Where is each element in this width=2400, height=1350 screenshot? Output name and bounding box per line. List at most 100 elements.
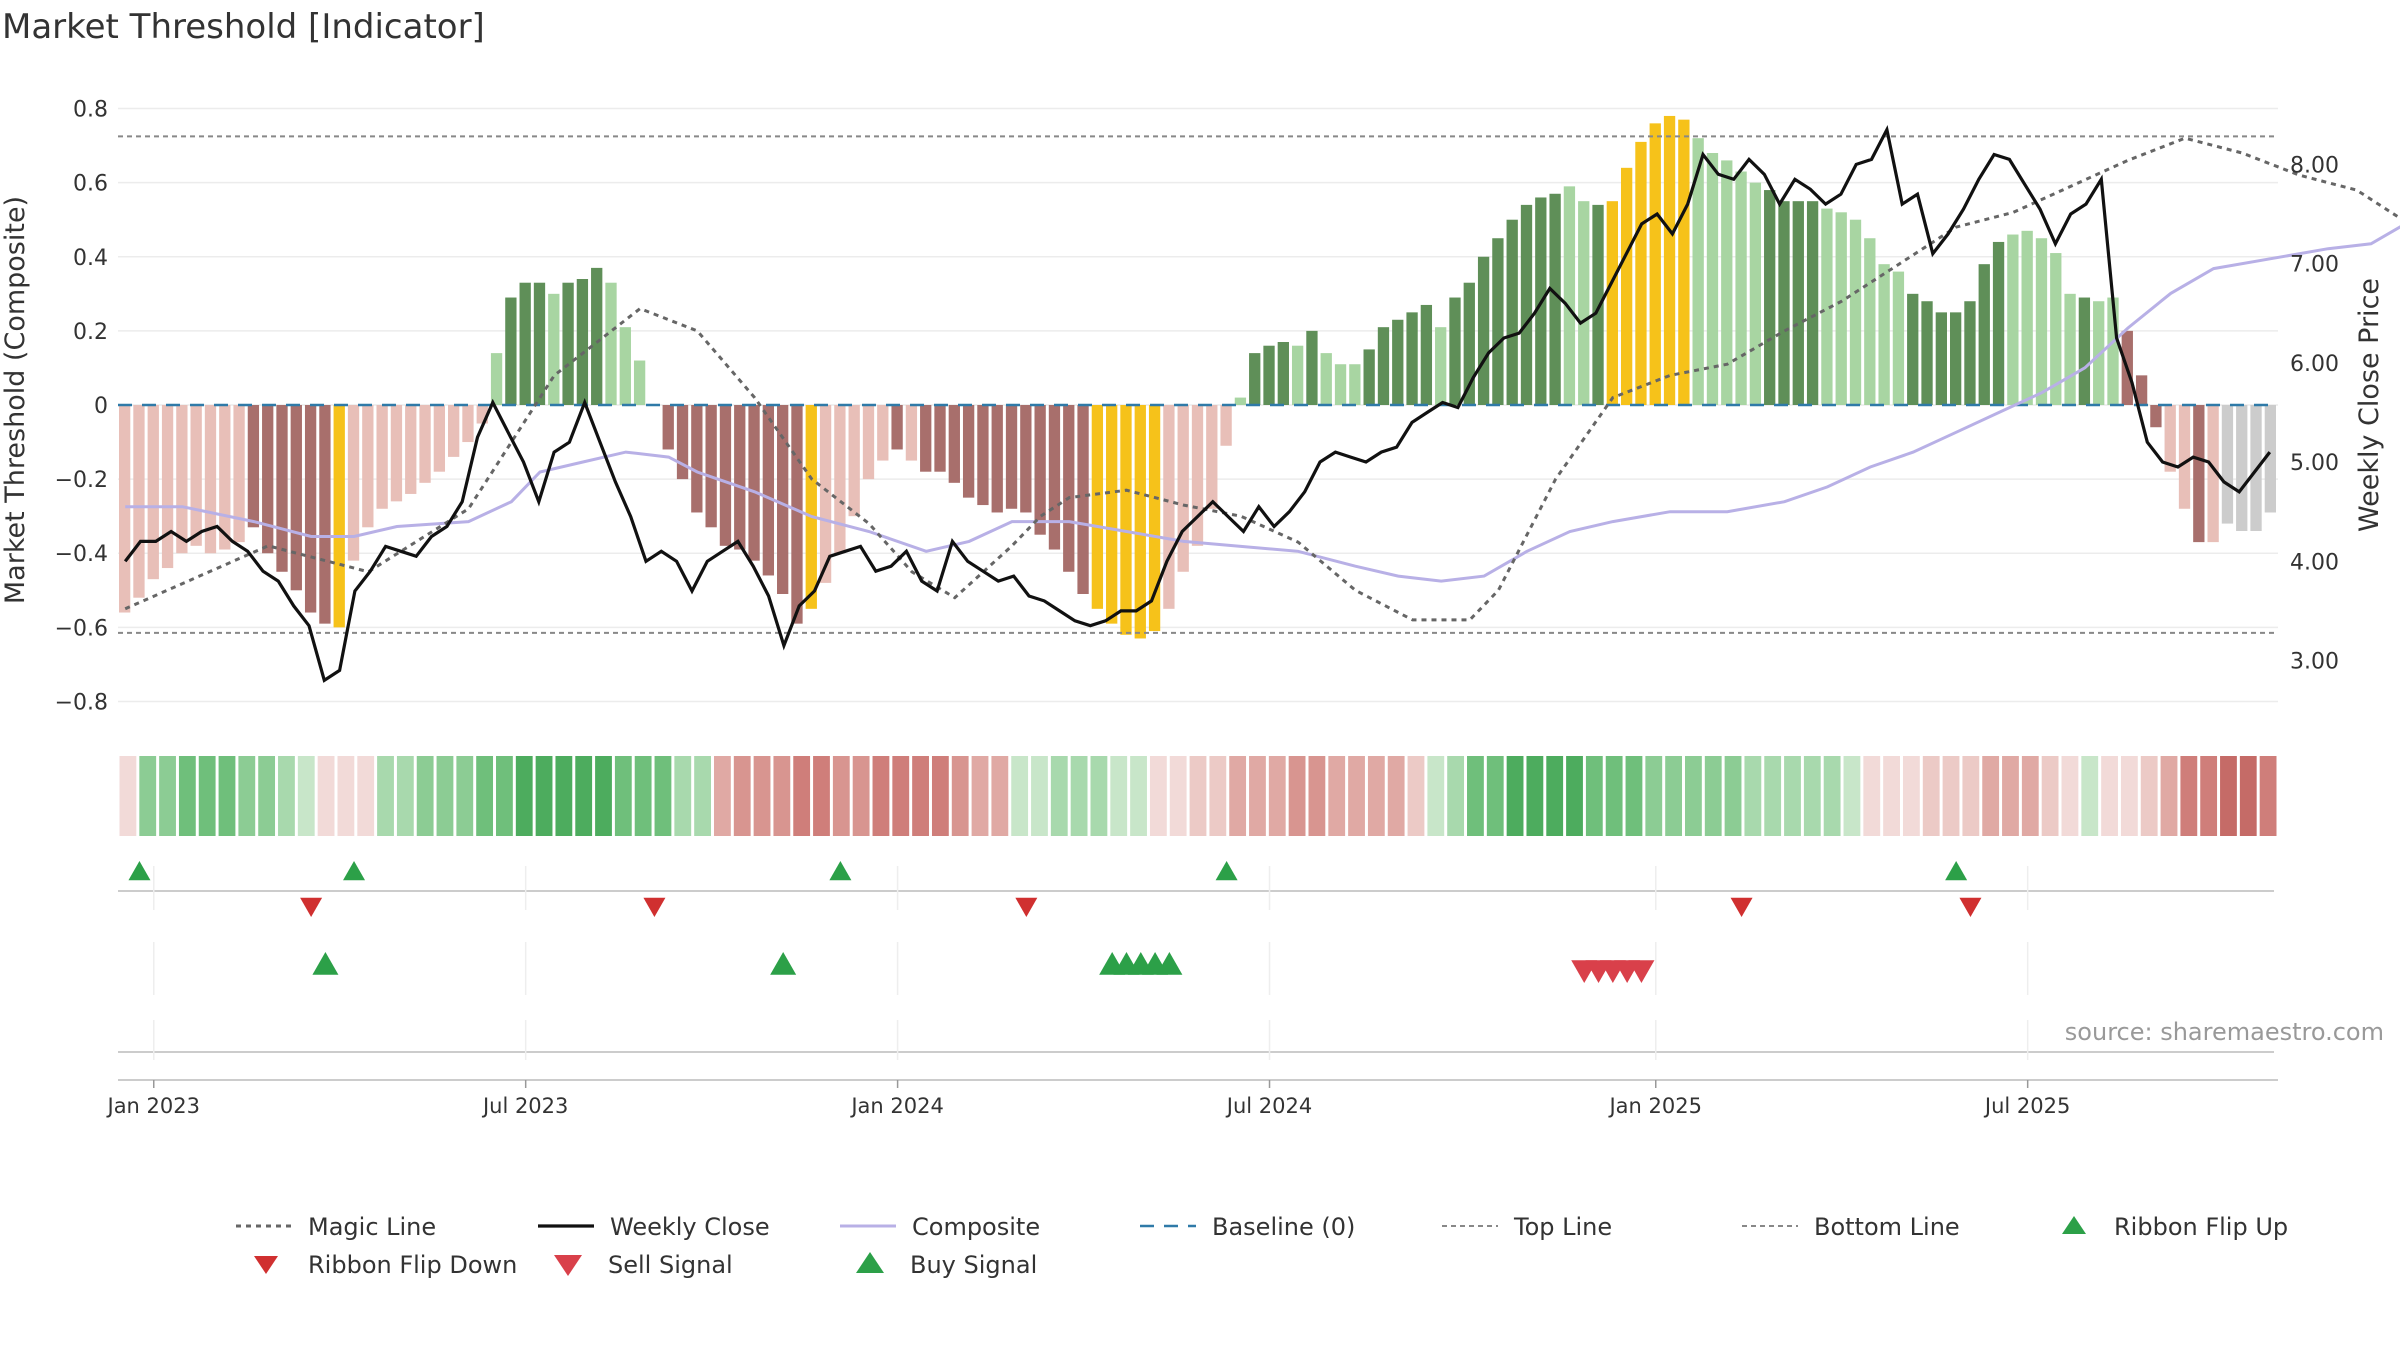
composite-bar xyxy=(934,405,946,472)
legend-swatch-flipdown xyxy=(254,1256,278,1274)
ribbon-cell xyxy=(1764,756,1782,836)
ribbon-cell xyxy=(1070,756,1088,836)
ribbon-cell xyxy=(654,756,672,836)
ribbon-cell xyxy=(2180,756,2198,836)
composite-bar xyxy=(533,282,546,405)
ribbon-cell xyxy=(496,756,513,836)
magic-line xyxy=(124,136,2400,622)
composite-bar xyxy=(1978,264,1990,405)
ribbon-cell xyxy=(912,756,929,836)
composite-bar xyxy=(262,405,274,554)
ribbon-cell xyxy=(1685,756,1702,836)
composite-bar xyxy=(719,405,732,546)
composite-bar xyxy=(1477,256,1490,405)
composite-bar xyxy=(891,405,903,450)
composite-bar xyxy=(2135,375,2148,405)
legend-label-baseline: Baseline (0) xyxy=(1212,1213,1355,1241)
composite-bar xyxy=(619,327,631,405)
composite-bar xyxy=(1177,405,1189,572)
composite-bar xyxy=(1520,204,1533,405)
y-left-tick-label: 0.6 xyxy=(73,172,108,197)
composite-bar xyxy=(1005,405,1018,509)
composite-bar xyxy=(1935,312,1947,405)
ribbon-cell xyxy=(713,756,731,836)
ribbon-cell xyxy=(971,756,989,836)
composite-bar xyxy=(991,405,1003,513)
composite-bar xyxy=(1091,405,1104,609)
ribbon-cell xyxy=(1704,756,1722,836)
ribbon-cell xyxy=(1585,756,1603,836)
ribbon-cell xyxy=(733,756,751,836)
buy-signal-marker xyxy=(770,952,797,975)
composite-bar xyxy=(962,405,975,498)
composite-bar xyxy=(1020,405,1032,513)
composite-bar xyxy=(2236,405,2248,531)
composite-bar xyxy=(2050,253,2062,405)
legend: Magic Line Weekly Close Composite Baseline … xyxy=(236,1213,2288,1279)
ribbon-cell xyxy=(1149,756,1167,836)
legend-triangle xyxy=(554,1255,582,1276)
ribbon-flip-up-marker xyxy=(1215,861,1238,881)
legend-triangle xyxy=(254,1256,278,1274)
ribbon-cell xyxy=(892,756,910,836)
ribbon-cell xyxy=(178,756,196,836)
ribbon-cell xyxy=(1784,756,1801,836)
ribbon-cell xyxy=(1288,756,1306,836)
ribbon-cell xyxy=(555,756,573,836)
composite-bar xyxy=(1649,123,1661,406)
composite-bar xyxy=(1349,364,1361,405)
ribbon-cell xyxy=(694,756,711,836)
composite-bar xyxy=(2164,405,2176,472)
ribbon-cell xyxy=(813,756,830,836)
y-left-tick-label: 0.4 xyxy=(73,246,108,271)
ribbon-cell xyxy=(1130,756,1147,836)
composite-bar xyxy=(1234,397,1247,405)
ribbon-flip-up-marker xyxy=(829,861,852,881)
ribbon-cell xyxy=(1625,756,1643,836)
y-right-tick-label: 4.00 xyxy=(2290,550,2339,575)
composite-bar xyxy=(633,360,646,405)
ribbon-cell xyxy=(1467,756,1484,836)
ribbon-cell xyxy=(198,756,216,836)
composite-bar xyxy=(462,405,474,443)
y-axis-right-title: Weekly Close Price xyxy=(2354,278,2385,532)
y-left-tick-label: −0.8 xyxy=(55,690,108,715)
ribbon-cell xyxy=(1110,756,1128,836)
composite-bar xyxy=(2264,405,2276,513)
ribbon-cell xyxy=(1922,756,1940,836)
legend-triangle xyxy=(2062,1216,2086,1234)
ribbon-cell xyxy=(1843,756,1861,836)
ribbon-cell xyxy=(535,756,553,836)
ribbon-cell xyxy=(634,756,652,836)
ribbon-cell xyxy=(753,756,771,836)
ribbon-cell xyxy=(2021,756,2039,836)
composite-bar xyxy=(1835,212,1847,405)
composite-bar xyxy=(705,405,717,528)
composite-bar xyxy=(505,297,517,405)
ribbon-cell xyxy=(1486,756,1504,836)
composite-bar xyxy=(862,405,875,480)
composite-bar xyxy=(1163,405,1175,609)
ribbon-cell xyxy=(2120,756,2138,836)
composite-bar xyxy=(1406,312,1418,405)
composite-bar xyxy=(1106,405,1118,624)
x-tick-label: Jan 2023 xyxy=(106,1094,201,1118)
composite-bars xyxy=(119,115,2276,639)
ribbon-cell xyxy=(595,756,612,836)
ribbon-cell xyxy=(931,756,949,836)
composite-bar xyxy=(433,405,446,472)
composite-bar xyxy=(1063,405,1075,572)
composite-bar xyxy=(1706,153,1719,405)
composite-bar xyxy=(319,405,331,624)
x-tick-label: Jan 2024 xyxy=(849,1094,944,1118)
composite-bar xyxy=(1792,201,1804,405)
ribbon-cell xyxy=(139,756,157,836)
composite-bar xyxy=(1334,364,1347,405)
ribbon-cell xyxy=(119,756,137,836)
ribbon-cell xyxy=(991,756,1009,836)
ribbon-flip-down-marker xyxy=(1015,897,1038,917)
ribbon-cell xyxy=(1883,756,1900,836)
composite-bar xyxy=(1134,405,1146,639)
ribbon-cell xyxy=(1328,756,1346,836)
composite-bar xyxy=(304,405,317,613)
